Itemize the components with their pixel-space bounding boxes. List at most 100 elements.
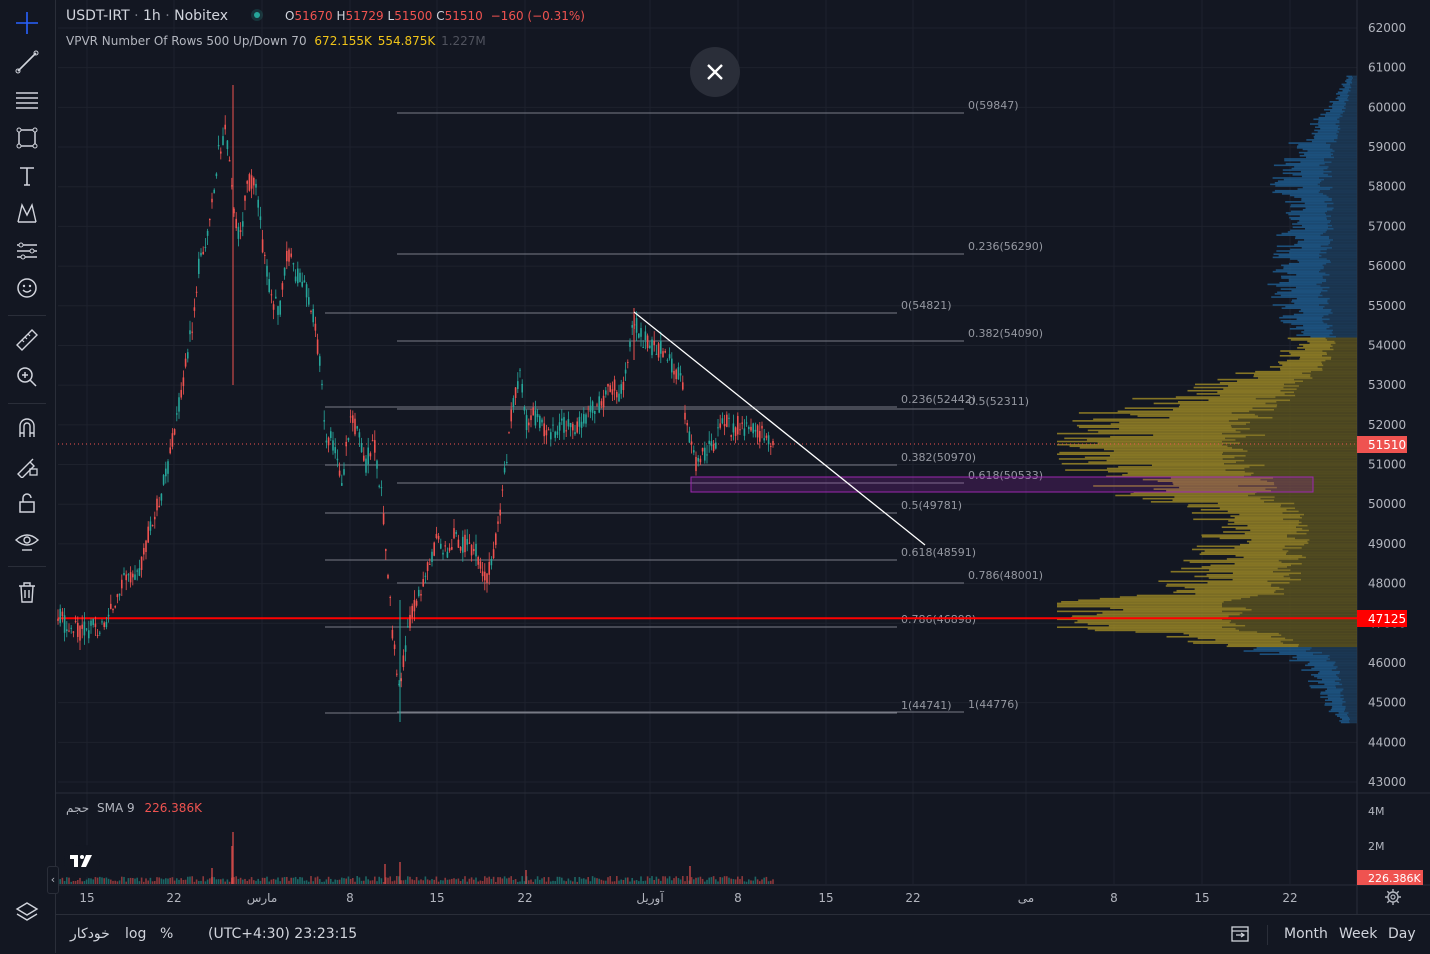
volume-bar	[431, 879, 433, 884]
vpvr-row-down	[1302, 528, 1357, 530]
vpvr-row-down	[1330, 221, 1357, 224]
candle-body	[552, 424, 554, 426]
volume-bar	[442, 880, 444, 884]
vpvr-row-down	[1274, 496, 1357, 498]
candle-body	[673, 370, 675, 375]
vpvr-row-up	[1184, 586, 1280, 589]
forecast-icon[interactable]	[9, 236, 45, 266]
symbol-name[interactable]: USDT-IRT	[66, 8, 130, 24]
percent-scale-button[interactable]: %	[160, 926, 174, 942]
trash-icon[interactable]	[9, 577, 45, 607]
vpvr-row-down	[1302, 555, 1357, 557]
auto-scale-button[interactable]: خودکار	[70, 926, 110, 942]
eye-icon[interactable]	[9, 526, 45, 556]
volume-bar	[539, 879, 541, 884]
timezone-clock[interactable]: (UTC+4:30) 23:23:15	[208, 926, 358, 942]
close-button[interactable]	[690, 47, 740, 97]
vpvr-row-down	[1331, 358, 1357, 360]
candle-body	[209, 218, 211, 221]
interval-label[interactable]: 1h	[142, 8, 161, 24]
volume-bar	[140, 877, 143, 884]
vpvr-row-down	[1308, 529, 1357, 532]
volume-bar	[468, 878, 471, 884]
pattern-icon[interactable]	[9, 198, 45, 228]
vpvr-row-down	[1342, 108, 1357, 111]
vpvr-row-up	[1106, 467, 1245, 470]
day-button[interactable]: Day	[1388, 926, 1416, 942]
vpvr-row-down	[1235, 439, 1357, 441]
vpvr-row-down	[1230, 424, 1357, 427]
text-icon[interactable]	[9, 161, 45, 191]
vpvr-row-down	[1323, 315, 1357, 317]
volume-bar	[492, 876, 495, 884]
vpvr-row-down	[1352, 81, 1357, 84]
candle-body	[334, 447, 336, 454]
vpvr-row-down	[1326, 278, 1357, 281]
magnet-icon[interactable]	[9, 413, 45, 443]
vpvr-row-down	[1265, 434, 1357, 436]
vpvr-row-down	[1302, 372, 1357, 375]
vpvr-row-up	[1130, 413, 1255, 416]
vpvr-row-down	[1332, 247, 1357, 249]
candle-body	[741, 422, 743, 424]
candle-body	[299, 272, 301, 282]
layers-icon[interactable]	[9, 897, 45, 927]
vpvr-row-down	[1333, 239, 1357, 241]
vpvr-row-up	[1221, 526, 1297, 529]
unlock-icon[interactable]	[9, 488, 45, 518]
candle-body	[591, 401, 594, 413]
scroll-left-button[interactable]: ‹	[47, 866, 59, 894]
drawing-toolbar	[0, 0, 56, 953]
volume-bar	[734, 879, 737, 884]
candle-body	[107, 614, 110, 617]
vpvr-row-down	[1332, 186, 1357, 189]
vpvr-row-up	[1193, 642, 1284, 644]
volume-bar	[123, 876, 125, 884]
week-button[interactable]: Week	[1339, 926, 1378, 942]
ruler-icon[interactable]	[9, 325, 45, 355]
vpvr-row-down	[1335, 342, 1357, 344]
candle-body	[607, 383, 609, 387]
vpvr-row-down	[1333, 153, 1357, 155]
emoji-icon[interactable]	[9, 273, 45, 303]
zoom-in-icon[interactable]	[9, 362, 45, 392]
vpvr-row-up	[1341, 83, 1351, 86]
price-chart[interactable]: 0(54821)0.236(52442)0.382(50970)0.5(4978…	[0, 0, 1430, 914]
vpvr-row-up	[1330, 708, 1346, 711]
volume-bar	[220, 879, 222, 884]
candle-body	[651, 339, 653, 356]
gear-icon[interactable]	[1384, 888, 1402, 906]
vpvr-row-down	[1322, 281, 1357, 284]
trend-line-icon[interactable]	[9, 47, 45, 77]
log-scale-button[interactable]: log	[125, 926, 147, 942]
rectangle-icon[interactable]	[9, 123, 45, 153]
volume-bar	[343, 878, 345, 884]
vpvr-row-up	[1342, 85, 1351, 87]
candle-body	[644, 331, 647, 341]
vpvr-row-down	[1333, 228, 1357, 230]
date-range-icon[interactable]	[1230, 925, 1250, 943]
fib-lines-icon[interactable]	[9, 85, 45, 115]
candle-body	[151, 525, 154, 527]
volume-bar	[671, 880, 673, 884]
candle-body	[110, 603, 112, 609]
vpvr-legend[interactable]: VPVR Number Of Rows 500 Up/Down 70 672.1…	[66, 34, 486, 48]
candle-body	[470, 544, 473, 556]
vpvr-row-down	[1326, 659, 1357, 662]
fib2-label: 0.618(48591)	[901, 546, 976, 559]
vpvr-row-down	[1260, 497, 1357, 500]
volume-legend[interactable]: حجم SMA 9 226.386K	[66, 801, 202, 815]
tradingview-logo[interactable]	[64, 845, 100, 877]
month-button[interactable]: Month	[1284, 926, 1328, 942]
candle-body	[103, 622, 105, 628]
vpvr-row-down	[1331, 356, 1357, 359]
volume-bar	[77, 880, 79, 884]
volume-bar	[723, 876, 726, 884]
vpvr-row-down	[1238, 485, 1357, 487]
crosshair-icon[interactable]	[9, 8, 45, 38]
vpvr-row-down	[1318, 191, 1357, 194]
lock-drawing-icon[interactable]	[9, 450, 45, 480]
vpvr-row-up	[1107, 470, 1245, 473]
candle-body	[292, 263, 295, 265]
volume-bar	[396, 876, 398, 884]
